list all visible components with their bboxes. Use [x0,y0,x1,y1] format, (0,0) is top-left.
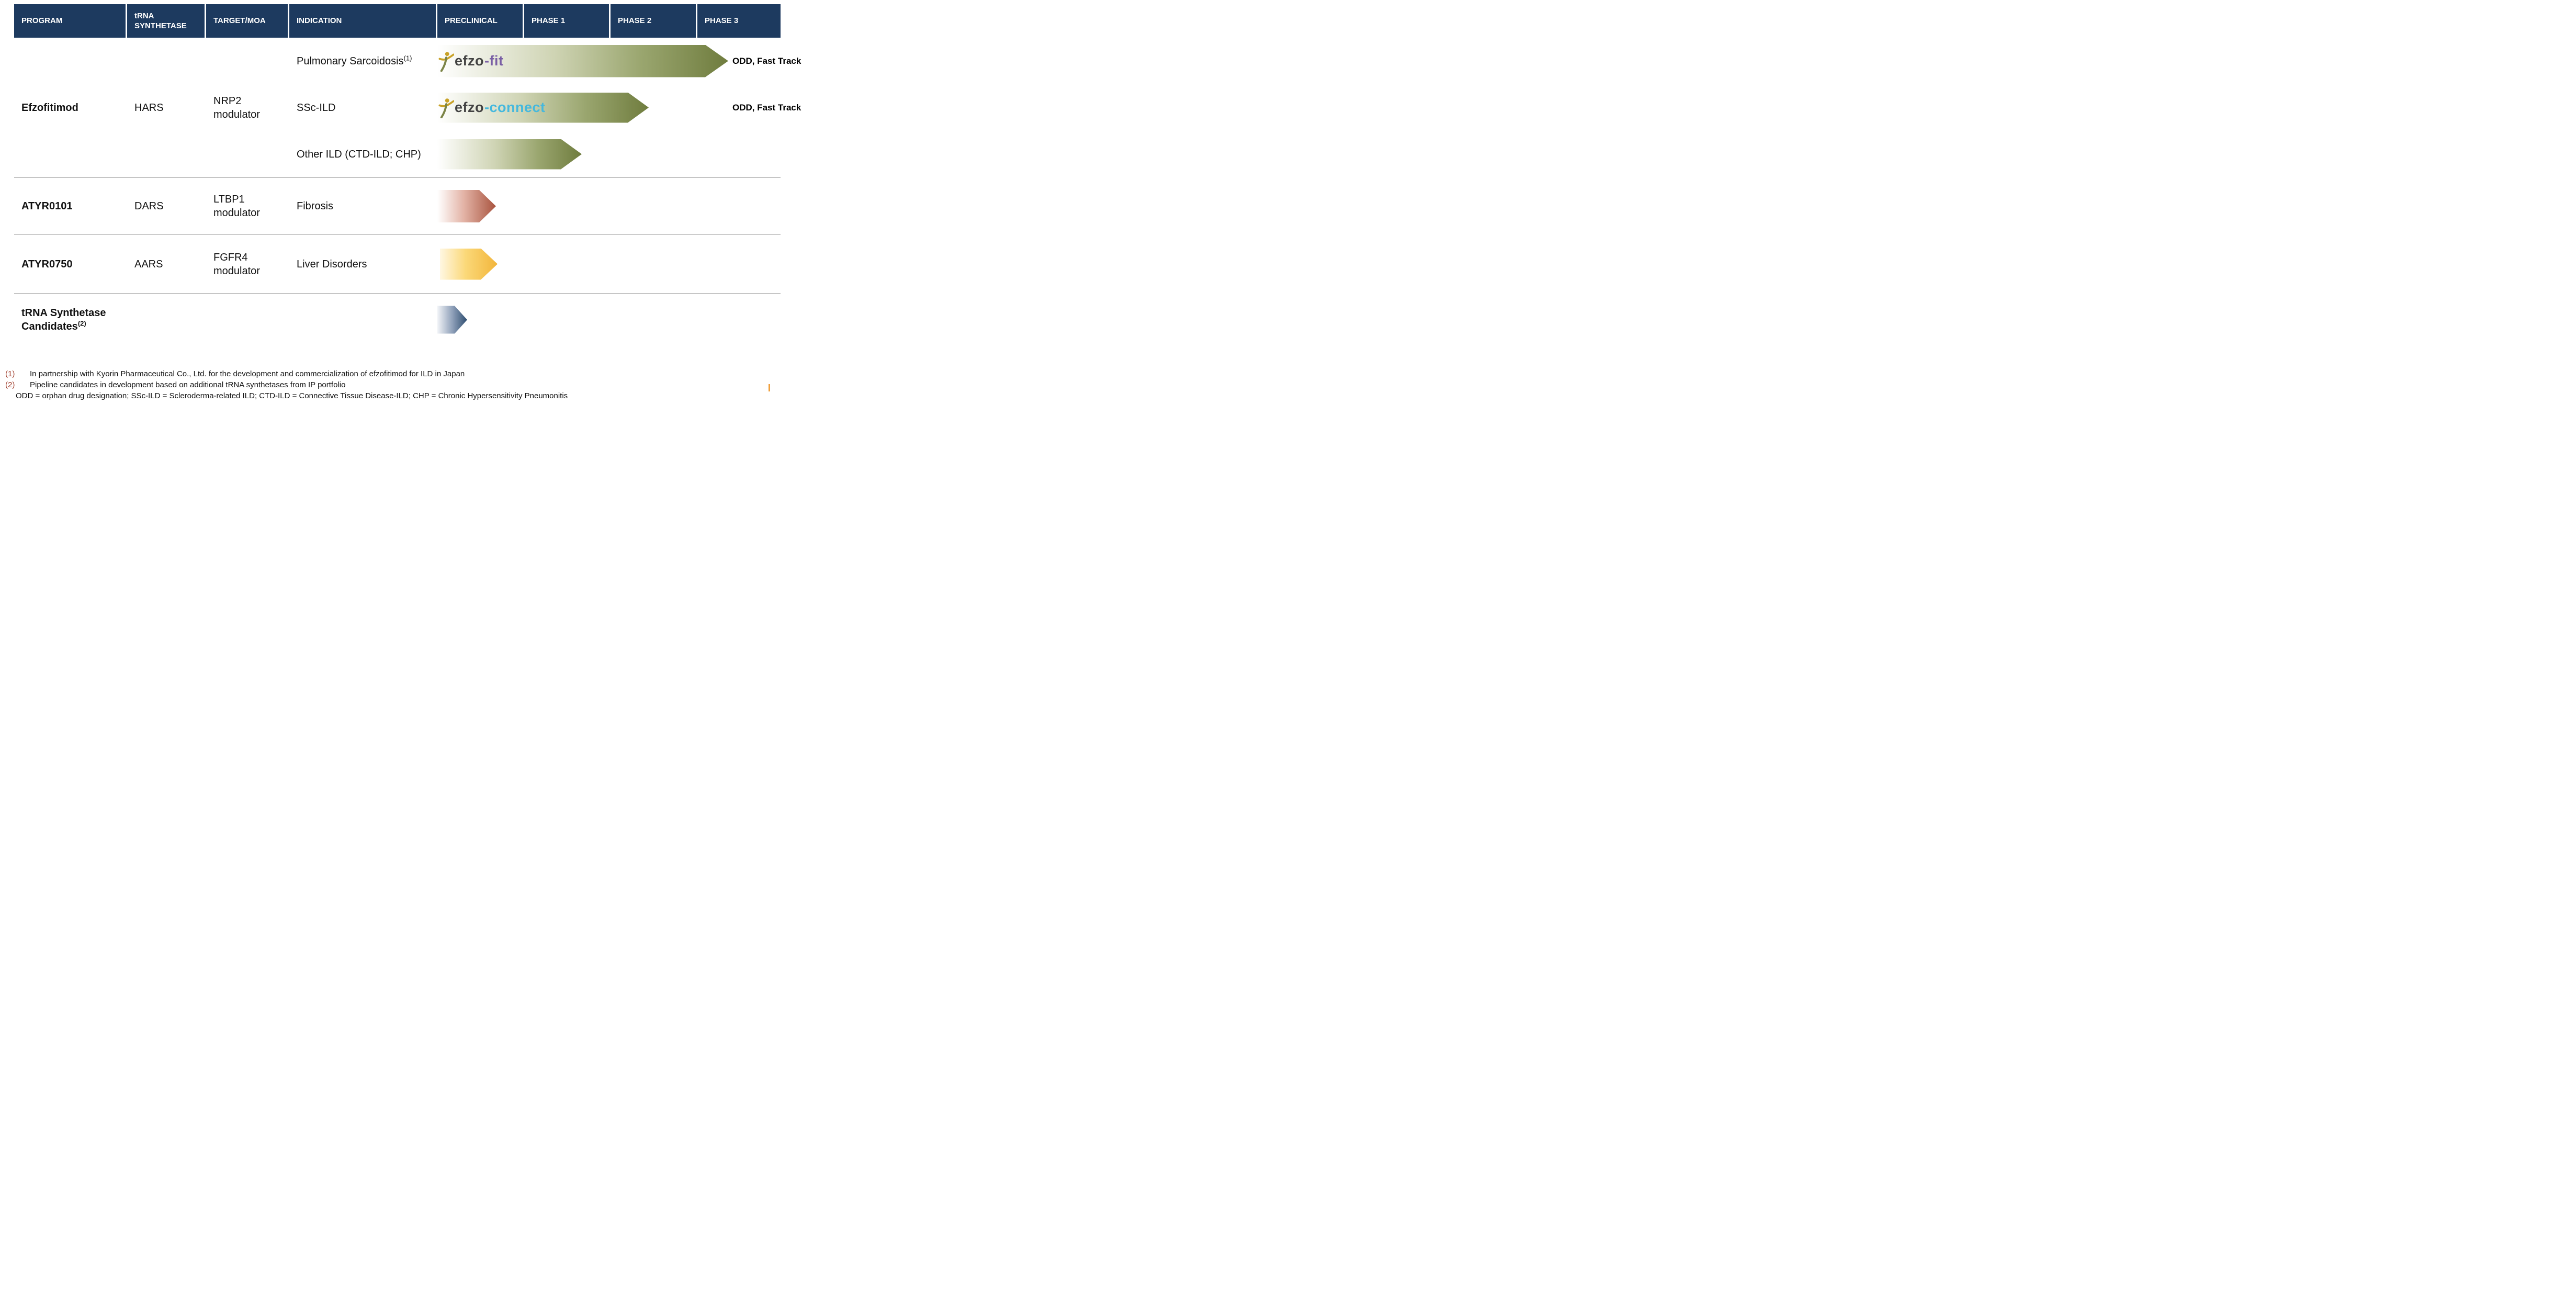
logo-suffix: -fit [484,53,504,69]
synthetase-value: DARS [134,200,164,212]
phase-track [437,294,781,346]
target-moa-value: NRP2 modulator [213,95,260,120]
pipeline-table: PROGRAM tRNA SYNTHETASE TARGET/MOA INDIC… [14,4,801,346]
header-cell-preclinical: PRECLINICAL [437,4,524,38]
table-header: PROGRAM tRNA SYNTHETASE TARGET/MOA INDIC… [14,4,781,38]
annotation-odd-fast-track: ODD, Fast Track [732,55,801,66]
footnote-text: Pipeline candidates in development based… [30,380,346,389]
progress-arrow-trna-candidates [437,306,467,334]
program-name: ATYR0750 [21,258,73,270]
indication-stack: Pulmonary Sarcoidosis(1) efzo -fit [289,38,801,177]
pipeline-row-atyr0750: ATYR0750 AARS FGFR4 modulator Liver Diso… [14,234,781,293]
footnote-2: (2) Pipeline candidates in development b… [5,379,568,390]
person-icon [438,98,454,118]
header-cell-synthetase: tRNA SYNTHETASE [127,4,206,38]
phase-track: efzo -fit ODD, Fast Track [437,38,801,84]
indication-label: Liver Disorders [297,258,367,270]
footnote-marker: (1) [5,369,15,378]
header-cell-phase3: PHASE 3 [705,16,739,26]
program-name: ATYR0101 [21,200,73,212]
pipeline-row-atyr0101: ATYR0101 DARS LTBP1 modulator Fibrosis [14,177,781,234]
phase-track: efzo -connect ODD, Fast Track [437,84,801,131]
pipeline-row-efzofitimod: Efzofitimod HARS NRP2 modulator Pulmonar… [14,38,801,177]
efzo-connect-logo: efzo -connect [438,97,546,118]
pipeline-slide: PROGRAM tRNA SYNTHETASE TARGET/MOA INDIC… [0,0,816,409]
program-name: tRNA Synthetase Candidates(2) [14,306,127,333]
indication-label: Pulmonary Sarcoidosis(1) [289,54,437,68]
program-name: Efzofitimod [21,102,78,114]
progress-arrow-fibrosis [437,190,496,222]
phase-track [437,235,781,293]
indication-label: SSc-ILD [289,101,437,115]
target-moa-value: LTBP1 modulator [213,194,260,219]
phase-track [437,131,781,177]
progress-arrow-efzo-fit [437,45,728,77]
program-text: tRNA Synthetase Candidates [21,307,106,332]
pipeline-row-trna-candidates: tRNA Synthetase Candidates(2) [14,293,781,346]
footnote-abbreviations: ODD = orphan drug designation; SSc-ILD =… [5,390,568,401]
indication-label: Fibrosis [297,200,334,212]
target-moa-value: FGFR4 modulator [213,251,260,277]
indication-text: SSc-ILD [297,102,336,114]
logo-suffix: -connect [484,99,546,115]
footnote-ref-2: (2) [77,319,86,328]
footnote-marker: (2) [5,380,15,389]
indication-text: Other ILD (CTD-ILD; CHP) [297,148,421,160]
synthetase-value: AARS [134,258,163,270]
orange-tick-mark [769,384,770,391]
progress-arrow-efzo-connect [437,93,649,123]
synthetase-value: HARS [134,102,164,114]
phase-track [437,178,781,234]
person-icon [438,51,454,72]
footnotes: (1) In partnership with Kyorin Pharmaceu… [5,368,568,401]
logo-prefix: efzo [455,99,484,115]
efzo-fit-logo: efzo -fit [438,51,503,72]
indication-row-pulmonary-sarcoidosis: Pulmonary Sarcoidosis(1) efzo -fit [289,38,801,84]
indication-row-other-ild: Other ILD (CTD-ILD; CHP) [289,131,781,177]
header-cell-indication: INDICATION [289,4,437,38]
progress-arrow-liver-disorders [440,249,498,280]
indication-text: Pulmonary Sarcoidosis [297,55,404,67]
header-cell-program: PROGRAM [14,4,127,38]
indication-label: Other ILD (CTD-ILD; CHP) [289,148,437,161]
header-cell-target-moa: TARGET/MOA [206,4,289,38]
progress-arrow-other-ild [437,139,582,170]
footnote-ref-1: (1) [403,53,412,62]
footnote-text: In partnership with Kyorin Pharmaceutica… [30,369,465,378]
footnote-text: ODD = orphan drug designation; SSc-ILD =… [16,391,568,400]
logo-prefix: efzo [455,53,484,69]
header-cell-phase1: PHASE 1 [524,4,611,38]
annotation-odd-fast-track: ODD, Fast Track [732,102,801,113]
footnote-1: (1) In partnership with Kyorin Pharmaceu… [5,368,568,379]
indication-row-ssc-ild: SSc-ILD efzo -connect ODD, Fast T [289,84,801,131]
header-cell-phase2: PHASE 2 [611,4,697,38]
